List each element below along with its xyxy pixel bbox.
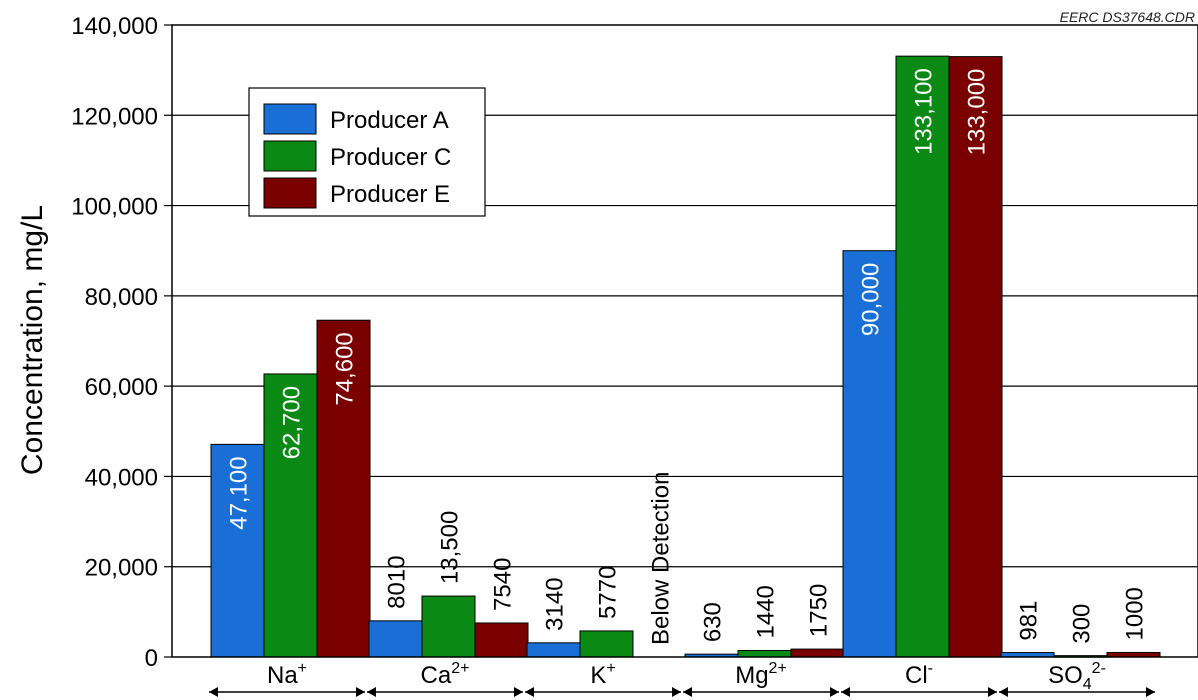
bar xyxy=(737,649,792,658)
bar-value-label: 13,500 xyxy=(437,511,464,584)
plot-frame xyxy=(171,24,1198,658)
bar-value-label: 7540 xyxy=(490,558,517,611)
arrow-right-icon xyxy=(672,687,681,697)
arrow-left-icon xyxy=(367,687,376,697)
bar-value-label: 1000 xyxy=(1122,587,1149,640)
arrow-left-icon xyxy=(841,687,850,697)
y-tick-label: 20,000 xyxy=(85,555,158,582)
x-category-label: Cl- xyxy=(905,660,933,689)
bar xyxy=(842,250,897,658)
y-tick-label: 140,000 xyxy=(71,13,158,40)
bar-value-label: 133,000 xyxy=(964,69,991,156)
bar-value-label: 300 xyxy=(1069,604,1096,644)
y-tick-label: 120,000 xyxy=(71,103,158,130)
x-category-label: Ca2+ xyxy=(421,660,470,689)
arrow-left-icon xyxy=(999,687,1008,697)
legend: Producer A Producer C Producer E xyxy=(248,87,486,217)
x-axis-categories: Na+ Ca2+ K+ Mg2+ Cl- SO42- xyxy=(209,660,1155,697)
x-category-label: SO42- xyxy=(1048,660,1106,693)
x-category-label: Na+ xyxy=(267,660,307,689)
y-axis-label: Concentration, mg/L xyxy=(16,205,49,475)
bar-value-label: 8010 xyxy=(384,555,411,608)
arrow-right-icon xyxy=(356,687,365,697)
x-category-label: Mg2+ xyxy=(735,660,787,689)
bar-value-label: 47,100 xyxy=(226,456,253,529)
bar-value-label: 1440 xyxy=(753,585,780,638)
y-tick-label: 80,000 xyxy=(85,284,158,311)
bar xyxy=(316,319,371,658)
source-tag: EERC DS37648.CDR xyxy=(1060,9,1195,25)
bar-value-label: 1750 xyxy=(806,584,833,637)
legend-swatch xyxy=(263,177,317,209)
arrow-right-icon xyxy=(830,687,839,697)
y-tick-label: 0 xyxy=(145,645,158,672)
legend-entry: Producer A xyxy=(330,107,449,134)
bar xyxy=(421,595,476,658)
arrow-left-icon xyxy=(209,687,218,697)
arrow-left-icon xyxy=(525,687,534,697)
legend-entry: Producer C xyxy=(330,144,451,171)
bar xyxy=(948,56,1003,658)
bar-value-label: 3140 xyxy=(542,577,569,630)
bar-value-label: 981 xyxy=(1016,601,1043,641)
arrow-right-icon xyxy=(988,687,997,697)
bar xyxy=(526,642,581,658)
y-tick-label: 40,000 xyxy=(85,464,158,491)
arrow-right-icon xyxy=(1146,687,1155,697)
bar-value-label: 630 xyxy=(700,602,727,642)
x-category-label: K+ xyxy=(590,660,615,689)
arrow-left-icon xyxy=(683,687,692,697)
bar-value-label: 74,600 xyxy=(332,332,359,405)
bar-value-label: 90,000 xyxy=(858,263,885,336)
y-tick-label: 60,000 xyxy=(85,374,158,401)
y-axis-ticks: 0 20,000 40,000 60,000 80,000 100,000 120,000 1… xyxy=(71,13,172,672)
legend-swatch xyxy=(263,140,317,172)
bar xyxy=(579,630,634,658)
legend-swatch xyxy=(263,103,317,135)
bar-value-label: 133,100 xyxy=(911,68,938,155)
bars xyxy=(210,55,1161,658)
below-detection-label: Below Detection xyxy=(648,472,675,645)
bar xyxy=(790,648,845,658)
bar-value-label: 5770 xyxy=(595,566,622,619)
bar-value-label: 62,700 xyxy=(279,386,306,459)
arrow-right-icon xyxy=(514,687,523,697)
legend-entry: Producer E xyxy=(330,181,450,208)
bar-labels: 47,100 62,700 74,600 8010 13,500 7540 3140 5770… xyxy=(226,68,1149,645)
bar xyxy=(368,620,423,658)
bar xyxy=(474,622,529,658)
y-tick-label: 100,000 xyxy=(71,194,158,221)
